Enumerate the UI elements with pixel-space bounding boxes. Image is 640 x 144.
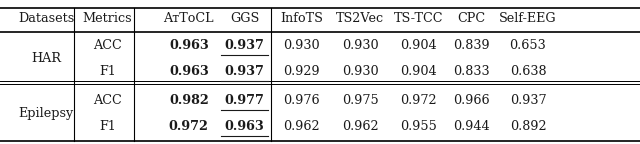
Text: TS-TCC: TS-TCC bbox=[394, 12, 444, 24]
Text: 0.937: 0.937 bbox=[225, 39, 264, 52]
Text: 0.892: 0.892 bbox=[509, 120, 547, 132]
Text: 0.963: 0.963 bbox=[225, 120, 264, 132]
Text: 0.638: 0.638 bbox=[509, 65, 547, 78]
Text: 0.963: 0.963 bbox=[169, 39, 209, 52]
Text: ACC: ACC bbox=[93, 94, 122, 107]
Text: Metrics: Metrics bbox=[83, 12, 132, 24]
Text: 0.975: 0.975 bbox=[342, 94, 379, 107]
Text: 0.930: 0.930 bbox=[342, 65, 379, 78]
Text: 0.839: 0.839 bbox=[453, 39, 490, 52]
Text: 0.972: 0.972 bbox=[400, 94, 437, 107]
Text: F1: F1 bbox=[99, 120, 116, 132]
Text: 0.977: 0.977 bbox=[225, 94, 264, 107]
Text: AᴛTᴏCL: AᴛTᴏCL bbox=[164, 12, 214, 24]
Text: 0.966: 0.966 bbox=[453, 94, 490, 107]
Text: 0.972: 0.972 bbox=[169, 120, 209, 132]
Text: 0.976: 0.976 bbox=[283, 94, 320, 107]
Text: 0.929: 0.929 bbox=[283, 65, 320, 78]
Text: 0.930: 0.930 bbox=[283, 39, 320, 52]
Text: 0.955: 0.955 bbox=[400, 120, 437, 132]
Text: TS2Vec: TS2Vec bbox=[336, 12, 385, 24]
Text: HAR: HAR bbox=[31, 52, 61, 65]
Text: 0.833: 0.833 bbox=[453, 65, 490, 78]
Text: 0.904: 0.904 bbox=[400, 39, 437, 52]
Text: ACC: ACC bbox=[93, 39, 122, 52]
Text: CPC: CPC bbox=[458, 12, 486, 24]
Text: 0.962: 0.962 bbox=[342, 120, 379, 132]
Text: F1: F1 bbox=[99, 65, 116, 78]
Text: Self-EEG: Self-EEG bbox=[499, 12, 557, 24]
Text: GGS: GGS bbox=[230, 12, 259, 24]
Text: 0.963: 0.963 bbox=[169, 65, 209, 78]
Text: InfoTS: InfoTS bbox=[280, 12, 323, 24]
Text: Epilepsy: Epilepsy bbox=[19, 107, 74, 120]
Text: 0.930: 0.930 bbox=[342, 39, 379, 52]
Text: 0.937: 0.937 bbox=[509, 94, 547, 107]
Text: 0.653: 0.653 bbox=[509, 39, 547, 52]
Text: 0.937: 0.937 bbox=[225, 65, 264, 78]
Text: 0.944: 0.944 bbox=[453, 120, 490, 132]
Text: 0.904: 0.904 bbox=[400, 65, 437, 78]
Text: 0.962: 0.962 bbox=[283, 120, 320, 132]
Text: 0.982: 0.982 bbox=[169, 94, 209, 107]
Text: Datasets: Datasets bbox=[18, 12, 74, 24]
